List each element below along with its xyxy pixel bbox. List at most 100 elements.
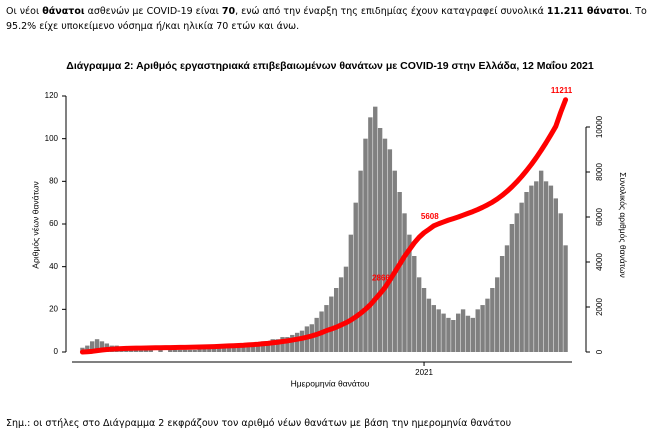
bar [221,345,227,352]
paragraph-text: . Το 95.2% είχε υποκείμενο νόσημα ή/και … [6,6,647,32]
bar [236,347,241,352]
chart-title: Διάγραμμα 2: Αριθμός εργαστηριακά επιβεβ… [66,60,594,72]
line [79,97,569,355]
x-tick-label: 2021 [415,368,433,377]
bar [241,345,246,352]
bar [202,347,207,352]
y2-tick-label: 0 [595,349,604,354]
bar [397,192,402,352]
bar [504,245,510,352]
bar [456,313,461,352]
bar [275,339,280,352]
bar [475,309,480,352]
value-label: 5608 [421,212,439,221]
y-tick-label: 120 [45,91,59,100]
bar [133,349,139,352]
y-tick-label: 80 [49,176,58,185]
paragraph-text: , ενώ από την έναρξη της επιδημίας έχουν… [235,6,547,17]
bar [495,277,500,352]
bar [329,296,334,352]
bar [265,341,271,352]
bar [90,341,95,352]
bar [416,277,422,352]
y-axis-label: Αριθμός νέων θανάτων [30,181,40,268]
y2-tick-label: 10000 [595,115,604,138]
note: Σημ.: οι στήλες στο Διάγραμμα 2 εκφράζου… [6,418,512,429]
bar [563,245,568,352]
bar [368,117,373,352]
bar [412,256,417,352]
bar [358,170,363,352]
bar [334,288,339,352]
bar [436,309,441,352]
bar [343,266,349,352]
bar [548,185,554,352]
bar [377,128,383,352]
bar [519,202,524,352]
bar [129,349,134,352]
bar [255,343,261,352]
bar [85,345,90,352]
y-tick-label: 0 [54,347,59,356]
paragraph: Οι νέοι θάνατοι ασθενών με COVID-19 είνα… [6,4,661,34]
bar [197,347,202,352]
bar [421,288,427,352]
bar [534,181,539,352]
bar [285,337,290,352]
value-label: 11211 [551,86,573,95]
bar [168,349,173,352]
y2-tick-label: 8000 [595,163,604,181]
bar [246,343,251,352]
bar [480,305,485,352]
bar [451,320,456,352]
bar [465,315,471,352]
bar [392,170,397,352]
paragraph-text: ασθενών με COVID-19 είναι [84,6,222,17]
bar [524,192,529,352]
bar [470,317,476,352]
bar [373,106,378,353]
y2-tick-label: 2000 [595,298,604,316]
bar [460,309,466,352]
bar [387,149,393,352]
bar [363,138,368,352]
bar [402,213,407,352]
y-tick-label: 40 [49,262,58,271]
bar [270,339,275,352]
bar [192,349,197,352]
bar [431,305,436,352]
y2-tick-label: 4000 [595,253,604,271]
bar [543,181,549,352]
bar [187,349,192,352]
bar [280,337,285,352]
y2-axis-label: Συνολικός αριθμός θανάτων [618,172,628,278]
y-tick-label: 100 [45,134,59,143]
value-label: 2866 [372,274,390,283]
bar [99,341,105,352]
y2-tick-label: 6000 [595,208,604,226]
bar [294,332,300,352]
bar [446,317,451,352]
bar [260,341,266,352]
y-tick-label: 60 [49,219,58,228]
bar [226,345,232,352]
bar [251,343,256,352]
bar [490,288,495,352]
y-tick-label: 20 [49,304,58,313]
bar [407,234,412,352]
bar [514,213,519,352]
bar [177,349,183,352]
bar [353,202,358,352]
bar [172,349,178,352]
bar [529,185,534,352]
paragraph-text: 11.211 θάνατοι [546,6,630,17]
bar [538,170,544,352]
paragraph-text: θάνατοι [42,6,85,17]
bar [426,298,432,352]
bar [348,234,354,352]
paragraph-text: Οι νέοι [6,6,43,17]
bar [94,339,100,352]
bar [558,213,563,352]
